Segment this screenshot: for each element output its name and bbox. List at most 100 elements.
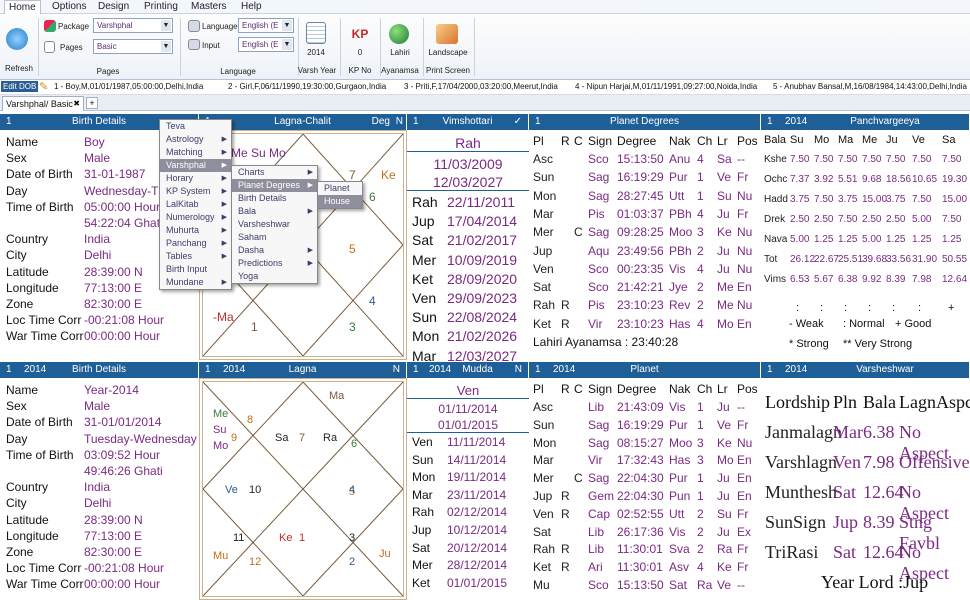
menu-item[interactable]: Numerology ▶	[160, 211, 231, 224]
dasha-end: 12/03/2027	[407, 174, 529, 191]
ayanamsa-footer: Lahiri Ayanamsa : 23:40:28	[533, 335, 679, 349]
submenu-item[interactable]: Varsheshwar	[232, 218, 317, 231]
detail-value: -00:21:08 Hour	[84, 561, 165, 576]
table-cell: 1	[697, 489, 704, 503]
menu-item[interactable]: Panchang ▶	[160, 237, 231, 250]
table-cell: Munthesh	[765, 482, 837, 502]
pages-select[interactable]: Basic ▼	[93, 39, 173, 54]
package-select[interactable]: Varshphal ▼	[93, 18, 173, 33]
table-cell: Ju	[717, 471, 730, 486]
submenu-item-label: Yoga	[238, 271, 259, 281]
kp-icon[interactable]: KP	[351, 27, 369, 41]
menu-item[interactable]: Muhurta ▶	[160, 224, 231, 237]
planet-header: 1 2014 Planet	[529, 362, 761, 378]
table-cell: Lib	[588, 400, 605, 414]
table-cell: En	[737, 471, 752, 486]
menu-bar: Home Options Design Printing Masters Hel…	[0, 0, 970, 15]
pencil-icon[interactable]: ✎	[39, 81, 49, 93]
add-tab-button[interactable]: +	[86, 97, 98, 109]
table-cell: 15.00	[862, 194, 888, 205]
menu-item[interactable]: KP System ▶	[160, 185, 231, 198]
detail-value: Delhi	[84, 496, 112, 511]
table-cell: 5.00	[862, 234, 882, 245]
print-icon[interactable]	[436, 24, 458, 44]
chevron-right-icon: ▶	[221, 240, 227, 247]
dasha-planet: Mar	[412, 487, 433, 502]
dasha-date: 10/09/2019	[447, 251, 518, 268]
refresh-icon[interactable]	[6, 28, 28, 50]
detail-value: 05:00:00 Hour	[84, 199, 161, 214]
submenu-item[interactable]: House	[318, 195, 362, 208]
table-cell: Ari	[588, 560, 603, 575]
submenu-item[interactable]: Bala ▶	[232, 205, 317, 218]
table-cell: Sat	[833, 482, 857, 502]
submenu-item[interactable]: Saham	[232, 231, 317, 244]
submenu-item[interactable]: Predictions ▶	[232, 257, 317, 270]
menu-options[interactable]: Options	[52, 1, 87, 12]
dasha-planet: Mer	[412, 558, 433, 573]
menu-home[interactable]: Home	[4, 0, 41, 15]
globe-icon[interactable]	[389, 24, 409, 44]
menu-item[interactable]: Mundane ▶	[160, 276, 231, 289]
menu-help[interactable]: Help	[241, 1, 262, 12]
detail-label: City	[6, 248, 27, 263]
detail-value: 31-01-1987	[84, 167, 146, 182]
tab-varshphal-basic[interactable]: Varshphal/ Basic ✖	[2, 96, 84, 111]
menu-masters[interactable]: Masters	[191, 1, 227, 12]
table-cell: 19.30	[942, 174, 968, 185]
table-cell: Asc	[533, 400, 554, 414]
detail-label: Sex	[6, 151, 27, 166]
ribbon: Refresh Package Varshphal ▼ Pages Basic ▼ …	[0, 14, 970, 80]
vimshottari-panel: Rah 11/03/2009 12/03/2027 Rah 22/11/2011 Jup 1…	[407, 130, 529, 364]
profile-item[interactable]: 1 - Boy,M,01/01/1987,05:00:00,Delhi,Indi…	[54, 82, 204, 91]
menu-item[interactable]: Birth Input	[160, 263, 231, 276]
table-cell: Asv	[669, 560, 690, 575]
profile-item[interactable]: 3 - Priti,F,17/04/2000,03:20:00,Meerut,I…	[404, 82, 558, 91]
table-cell: R	[561, 506, 570, 521]
detail-value: Year-2014	[84, 383, 139, 397]
column-header: Lr	[717, 382, 728, 396]
submenu-item[interactable]: Dasha ▶	[232, 244, 317, 257]
table-cell: 7.50	[862, 154, 882, 165]
profile-item[interactable]: 4 - Nipun Harjai,M,01/11/1991,09:27:00,N…	[575, 82, 758, 91]
language-select[interactable]: English (E ▼	[238, 18, 294, 33]
chevron-right-icon: ▶	[307, 260, 313, 267]
menu-item[interactable]: Astrology ▶	[160, 133, 231, 146]
chart-label: 12	[249, 556, 262, 568]
menu-design[interactable]: Design	[98, 1, 130, 12]
submenu-item[interactable]: Yoga	[232, 270, 317, 283]
menu-item[interactable]: Matching ▶	[160, 146, 231, 159]
menu-printing[interactable]: Printing	[144, 1, 178, 12]
submenu-item[interactable]: Planet	[318, 182, 362, 195]
menu-item[interactable]: LalKitab ▶	[160, 198, 231, 211]
submenu-item[interactable]: Charts ▶	[232, 166, 317, 179]
column-header: LagnAspct	[899, 392, 970, 412]
edit-dob-button[interactable]: Edit DOB	[1, 81, 39, 92]
submenu-item[interactable]: Birth Details	[232, 192, 317, 205]
menu-item[interactable]: Varshphal ▶	[160, 159, 231, 172]
varsh-year-label: Varsh Year	[297, 66, 337, 75]
profile-item[interactable]: 2 - Girl,F,06/11/1990,19:30:00,Gurgaon,I…	[228, 82, 387, 91]
close-icon[interactable]: ✖	[73, 99, 80, 108]
menu-item-label: Horary	[166, 173, 194, 183]
input-select[interactable]: English (E ▼	[238, 37, 294, 52]
table-cell: Sco	[588, 152, 609, 166]
dasha-date: 10/12/2014	[447, 523, 508, 537]
submenu-item[interactable]: Planet Degrees ▶	[232, 179, 317, 192]
dasha-date: 22/08/2024	[447, 309, 518, 326]
menu-item[interactable]: Horary ▶	[160, 172, 231, 185]
table-cell: Mer	[533, 225, 554, 240]
profile-item[interactable]: 5 - Anubhav Bansal,M,16/08/1984,14:43:00…	[773, 82, 967, 91]
table-cell: Janmalagn	[765, 422, 842, 442]
dasha-planet: Ven	[412, 290, 437, 306]
menu-item[interactable]: Tables ▶	[160, 250, 231, 263]
table-cell: R	[561, 560, 570, 575]
lagna-chart[interactable]: Ma Me Su Mo 8 9 Sa 7 Ra 6 5 Ve 10 4 11 Ke 1 3 Mu 12 2 Ju	[199, 378, 407, 600]
table-cell: Jup	[533, 243, 553, 258]
submenu-item-label: Birth Details	[238, 193, 287, 203]
calendar-icon[interactable]	[306, 22, 326, 44]
dasha-planet: Jup	[412, 523, 432, 537]
menu-item[interactable]: Teva	[160, 120, 231, 133]
language-label: Language	[202, 22, 238, 31]
table-cell: 21:42:21	[617, 280, 664, 295]
